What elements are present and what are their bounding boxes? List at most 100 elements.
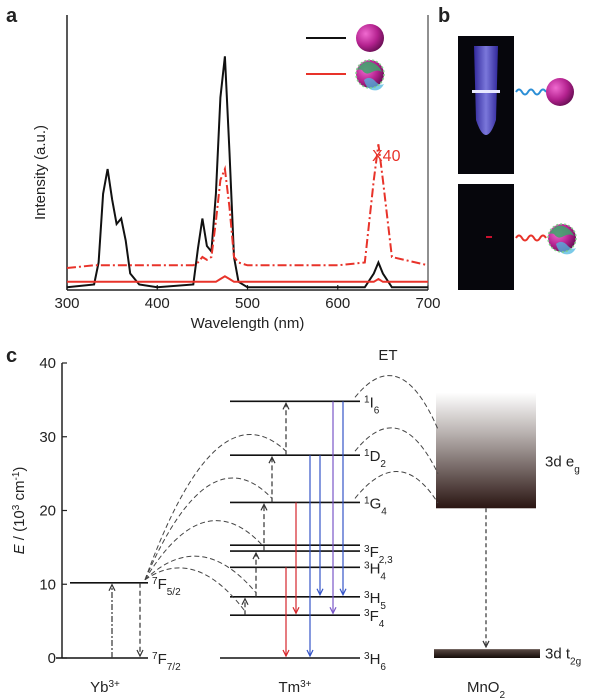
- text-part: Yb: [90, 679, 108, 696]
- photo-panel: [458, 36, 577, 290]
- series-line: [67, 275, 428, 283]
- text-part: 2: [380, 459, 386, 470]
- band-label: 3d eg: [545, 453, 580, 475]
- series-line: [66, 144, 429, 269]
- text-part: -1: [11, 471, 22, 480]
- annotation: ET: [378, 347, 397, 364]
- text-part: 4: [381, 506, 387, 517]
- x-tick-label: 400: [145, 295, 170, 312]
- y-tick-label: 20: [39, 503, 56, 520]
- level-label: 7F5/2: [152, 575, 181, 597]
- text-part: 7/2: [167, 662, 181, 673]
- text-part: 7: [152, 575, 158, 586]
- text-part: E: [11, 543, 28, 554]
- text-part: 3+: [300, 679, 312, 690]
- x-tick-label: 700: [415, 295, 440, 312]
- text-part: 3: [364, 608, 370, 619]
- text-part: 4: [380, 571, 386, 582]
- text-part: 3d e: [545, 453, 574, 470]
- text-part: 6: [374, 405, 380, 416]
- text-part: F: [158, 576, 167, 593]
- arrow-head: [339, 588, 347, 597]
- arrow-head: [108, 583, 116, 592]
- x-tick-label: 500: [235, 295, 260, 312]
- wavy-line: [515, 234, 547, 242]
- text-part: 4: [379, 619, 385, 630]
- text-part: 1: [364, 394, 370, 405]
- y-tick-label: 0: [48, 650, 56, 667]
- band: [436, 392, 536, 509]
- ion-label: MnO2: [467, 679, 506, 700]
- level-label: 3F4: [364, 608, 385, 630]
- text-part: 3: [11, 504, 22, 510]
- arrow-head: [292, 606, 300, 615]
- text-part: 5: [380, 600, 386, 611]
- text-part: cm: [11, 480, 28, 504]
- ion-label: Tm3+: [278, 679, 311, 697]
- text-part: MnO: [467, 679, 500, 696]
- level-label: 1I6: [364, 394, 380, 416]
- text-part: 6: [380, 662, 386, 673]
- arrow-head: [282, 649, 290, 658]
- energy-transfer-curve: [354, 471, 439, 504]
- text-part: H: [370, 651, 381, 668]
- coated-sphere-icon: [547, 223, 577, 256]
- arrow-head: [252, 551, 260, 560]
- text-part: 3d t: [545, 646, 571, 663]
- y-tick-label: 30: [39, 429, 56, 446]
- level-label: 3F2,3: [364, 544, 393, 566]
- text-part: 3: [364, 544, 370, 555]
- panel-label: c: [6, 345, 17, 367]
- text-part: F: [158, 651, 167, 668]
- level-label: 3H6: [364, 651, 386, 673]
- text-part: 2,3: [379, 555, 393, 566]
- text-part: 5/2: [167, 586, 181, 597]
- arrow-head: [306, 649, 314, 658]
- x-tick-label: 300: [54, 295, 79, 312]
- text-part: 3: [364, 651, 370, 662]
- text-part: 2g: [570, 656, 581, 667]
- arrow-head: [136, 649, 144, 658]
- arrow-head: [282, 402, 290, 410]
- text-part: 3+: [108, 679, 120, 690]
- text-part: ): [11, 467, 28, 472]
- text-part: 1: [364, 495, 370, 506]
- tube-glow: [472, 90, 500, 93]
- arrow-head: [329, 606, 337, 615]
- text-part: F: [370, 544, 379, 561]
- text-part: I: [370, 394, 374, 411]
- red-glow: [486, 236, 492, 238]
- legend-icon: [355, 59, 385, 92]
- y-tick-label: 10: [39, 576, 56, 593]
- x-tick-label: 600: [325, 295, 350, 312]
- level-label: 1G4: [364, 495, 387, 517]
- y-tick-label: 40: [39, 355, 56, 372]
- annotation: X40: [372, 148, 401, 165]
- text-part: 7: [152, 651, 158, 662]
- level-label: 3H5: [364, 589, 386, 611]
- x-axis-label: Wavelength (nm): [191, 315, 305, 332]
- text-part: F: [370, 608, 379, 625]
- text-part: D: [370, 448, 381, 465]
- energy-transfer-curve: [144, 477, 273, 580]
- text-part: 1: [364, 448, 370, 459]
- arrow-head: [260, 503, 268, 511]
- level-label: 1D2: [364, 448, 386, 470]
- arrow-head: [268, 455, 276, 464]
- text-part: 3: [364, 589, 370, 600]
- energy-transfer-curve: [354, 427, 439, 474]
- energy-transfer-curve: [144, 520, 265, 581]
- band: [434, 649, 540, 658]
- text-part: H: [370, 560, 381, 577]
- arrow-head: [241, 597, 249, 606]
- ion-label: Yb3+: [90, 679, 120, 697]
- text-part: 3: [364, 560, 370, 571]
- text-part: / (10: [11, 510, 28, 544]
- energy-transfer-curve: [144, 555, 257, 594]
- energy-transfer-curve: [144, 567, 246, 612]
- arrow-head: [316, 588, 324, 597]
- sphere-icon: [546, 78, 574, 106]
- energy-transfer-curve: [144, 434, 287, 580]
- y-axis-label: Intensity (a.u.): [32, 125, 49, 220]
